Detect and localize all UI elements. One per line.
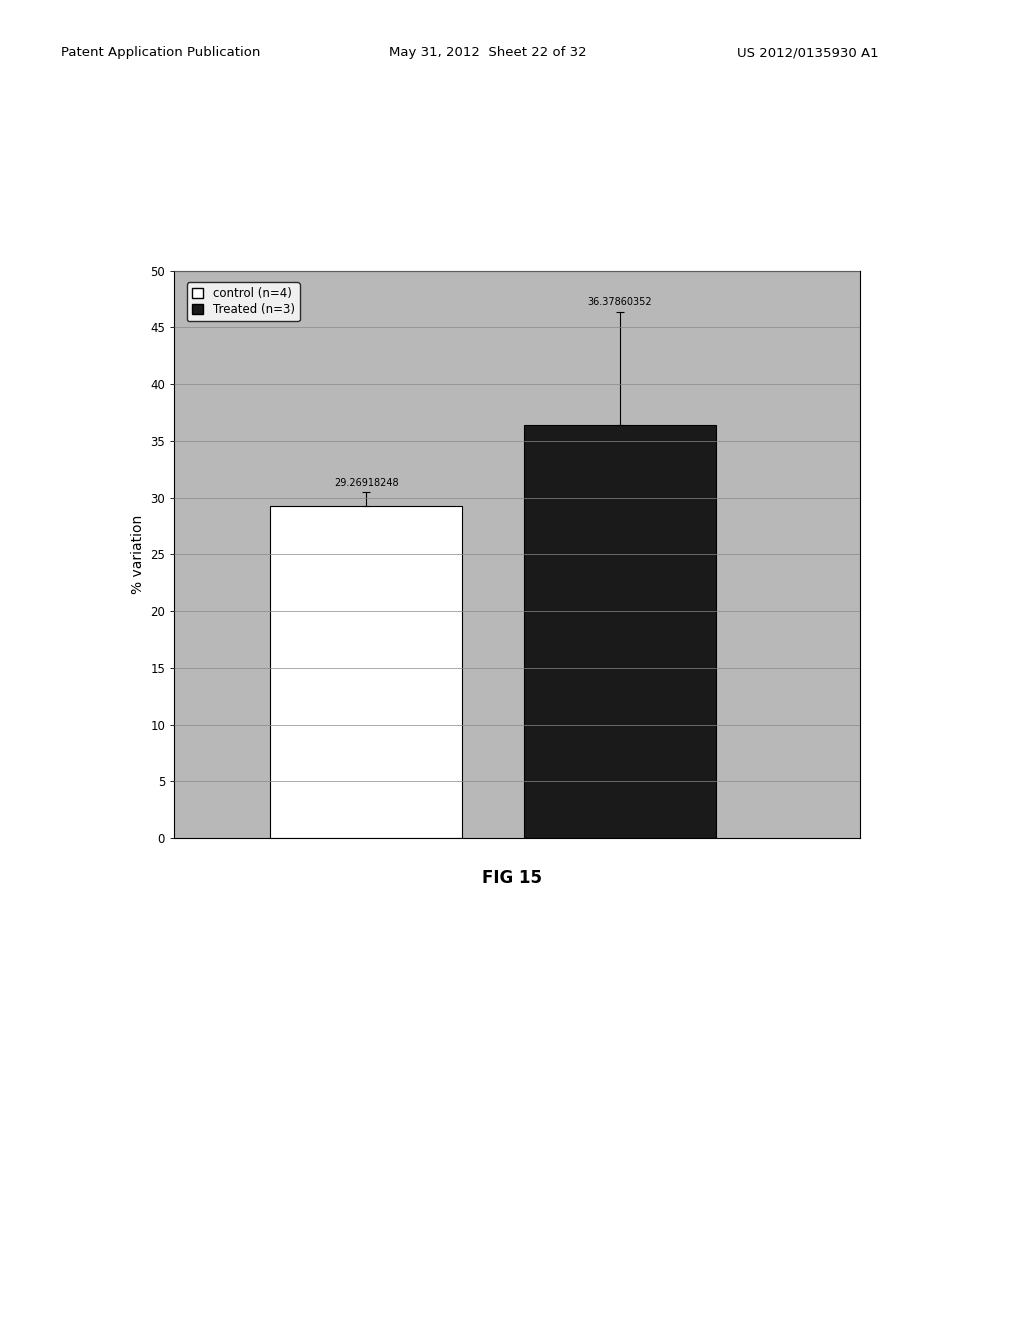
Legend: control (n=4), Treated (n=3): control (n=4), Treated (n=3) [186,282,300,321]
Text: May 31, 2012  Sheet 22 of 32: May 31, 2012 Sheet 22 of 32 [389,46,587,59]
Text: 29.26918248: 29.26918248 [334,478,398,488]
Text: Patent Application Publication: Patent Application Publication [61,46,261,59]
Text: 36.37860352: 36.37860352 [588,297,652,308]
Bar [270,506,462,838]
Text: FIG 15: FIG 15 [482,869,542,887]
Bar [524,425,716,838]
Y-axis label: % variation: % variation [131,515,144,594]
Text: US 2012/0135930 A1: US 2012/0135930 A1 [737,46,879,59]
